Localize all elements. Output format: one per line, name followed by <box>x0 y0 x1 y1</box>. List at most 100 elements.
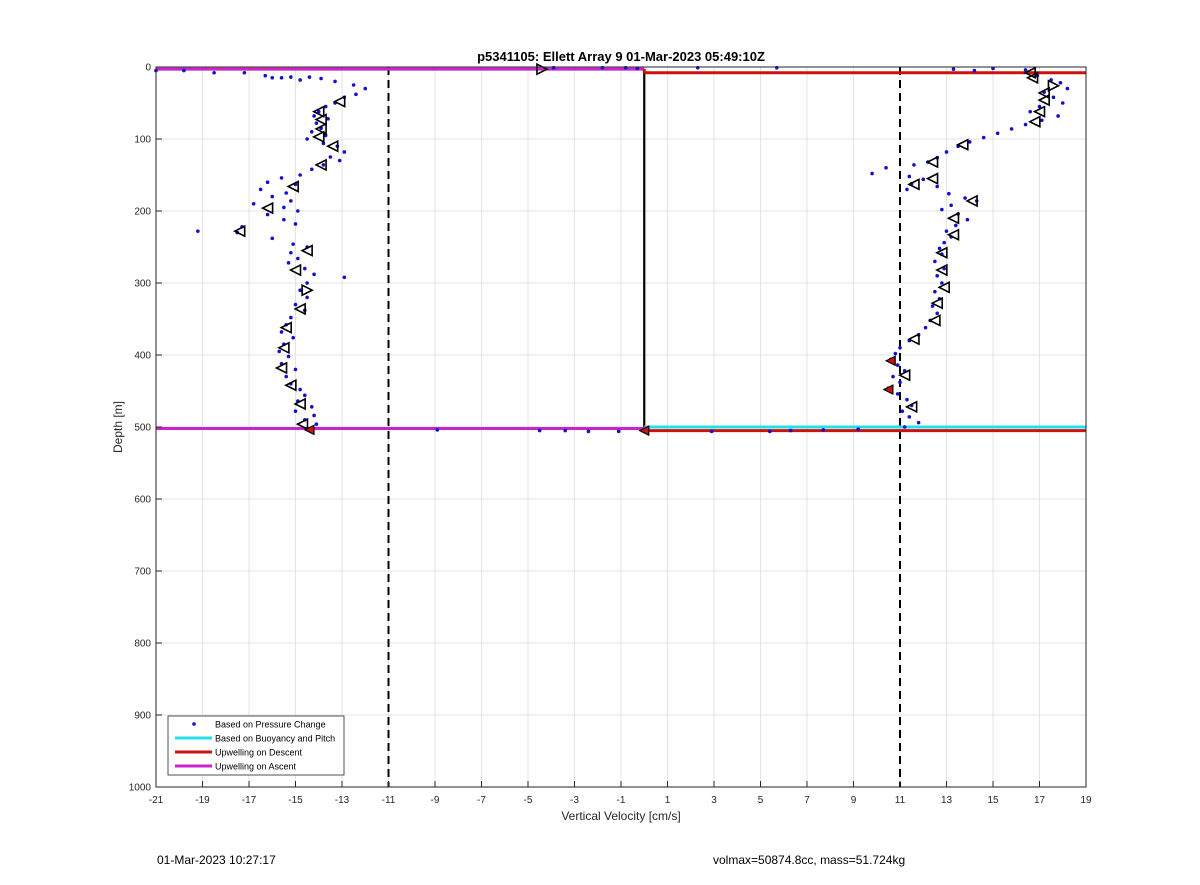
y-tick-label: 100 <box>134 135 151 146</box>
velocity-triangle-marker <box>965 194 978 208</box>
pressure-change-point <box>1060 101 1065 105</box>
pressure-change-point <box>303 393 307 398</box>
pressure-change-point <box>907 174 912 179</box>
pressure-change-point <box>289 250 293 255</box>
pressure-change-point <box>895 363 900 367</box>
pressure-change-point <box>907 415 912 419</box>
pressure-change-point <box>293 222 298 226</box>
pressure-change-point <box>965 217 970 222</box>
pressure-change-point <box>354 92 358 97</box>
pressure-change-point <box>940 281 944 285</box>
pressure-change-point <box>551 65 556 70</box>
velocity-triangle-marker <box>260 201 274 215</box>
pressure-change-point <box>342 150 347 154</box>
pressure-change-point <box>312 114 316 118</box>
pressure-change-point <box>623 65 628 70</box>
x-tick-label: 19 <box>1080 795 1092 806</box>
pressure-change-point <box>537 428 542 433</box>
velocity-triangle-marker <box>897 368 911 382</box>
y-tick-label: 600 <box>134 495 151 506</box>
pressure-change-point <box>930 304 935 308</box>
velocity-triangle-marker <box>279 321 293 334</box>
red-triangle-marker <box>884 355 896 367</box>
legend-label: Upwelling on Descent <box>215 748 303 758</box>
pressure-change-point <box>616 429 621 434</box>
pressure-change-point <box>298 173 302 177</box>
legend-marker <box>192 722 196 726</box>
pressure-change-point <box>900 409 905 413</box>
pressure-change-point <box>898 346 902 350</box>
pressure-change-point <box>312 272 316 277</box>
velocity-triangle-marker <box>284 378 297 392</box>
pressure-change-point <box>933 259 937 264</box>
chart-title: p5341105: Ellett Array 9 01-Mar-2023 05:… <box>477 49 765 64</box>
pressure-change-point <box>293 367 298 372</box>
pressure-change-point <box>303 266 307 271</box>
pressure-change-point <box>342 275 347 280</box>
y-tick-label: 1000 <box>129 783 152 794</box>
pressure-change-point <box>884 166 888 170</box>
pressure-change-point <box>270 194 275 199</box>
y-tick-label: 700 <box>134 567 151 578</box>
footer-timestamp: 01-Mar-2023 10:27:17 <box>157 853 276 867</box>
legend-label: Based on Pressure Change <box>215 720 326 730</box>
pressure-change-point <box>1037 104 1042 109</box>
red-triangle-marker <box>303 424 315 436</box>
pressure-change-point <box>891 374 895 379</box>
velocity-triangle-marker <box>311 130 325 144</box>
pressure-change-point <box>291 242 295 246</box>
velocity-triangle-marker <box>295 417 309 431</box>
pressure-change-point <box>326 117 330 121</box>
velocity-triangle-marker <box>311 105 325 118</box>
velocity-triangle-marker <box>1025 71 1039 85</box>
pressure-change-point <box>279 176 284 180</box>
reference-lines <box>387 67 901 787</box>
pressure-change-point <box>298 288 302 293</box>
pressure-change-point <box>305 281 309 285</box>
pressure-change-point <box>1065 86 1070 91</box>
pressure-change-point <box>635 66 640 71</box>
pressure-change-point <box>242 70 247 75</box>
velocity-triangle-marker <box>955 138 969 152</box>
pressure-change-point <box>314 422 319 426</box>
pressure-change-point <box>563 428 567 433</box>
pressure-change-point <box>942 240 946 245</box>
pressure-change-point <box>337 158 342 163</box>
pressure-change-point <box>286 354 291 359</box>
x-tick-label: -5 <box>524 795 533 806</box>
pressure-change-point <box>902 425 907 429</box>
pressure-change-point <box>695 65 700 70</box>
pressure-change-point <box>314 121 319 125</box>
x-tick-label: 13 <box>941 795 953 806</box>
velocity-triangle-marker <box>1047 79 1061 93</box>
pressure-change-point <box>279 330 284 334</box>
velocity-triangle-marker <box>274 361 288 375</box>
velocity-triangle-marker <box>907 332 920 346</box>
pressure-change-point <box>282 217 286 222</box>
pressure-change-point <box>1056 114 1060 118</box>
pressure-change-point <box>263 73 268 78</box>
pressure-change-point <box>298 78 302 82</box>
pressure-change-point <box>923 325 928 330</box>
pressure-change-point <box>774 65 779 70</box>
axis-ticks: -21 -19 -17 -15 -13 -11 -9 -7 -5 -3 -1 1 3 5 7 9 11 13 15 1… <box>129 63 1092 807</box>
pressure-change-point <box>296 209 300 213</box>
pressure-change-point <box>435 428 440 432</box>
pressure-change-point <box>212 70 216 75</box>
pressure-change-point <box>944 229 949 233</box>
velocity-triangle-marker <box>301 283 314 297</box>
series-lines <box>156 67 1086 433</box>
velocity-triangle-marker <box>907 178 920 191</box>
pressure-change-point <box>905 187 909 192</box>
pressure-change-point <box>821 428 826 432</box>
pressure-change-point <box>905 397 909 402</box>
x-tick-label: -11 <box>382 795 396 806</box>
x-tick-label: -19 <box>195 795 210 806</box>
pressure-change-point <box>895 392 900 396</box>
pressure-change-point <box>309 405 314 409</box>
pressure-change-point <box>293 302 298 307</box>
pressure-change-point <box>298 387 302 392</box>
x-tick-label: -7 <box>477 795 486 806</box>
velocity-triangle-marker <box>935 246 948 260</box>
velocity-triangle-marker <box>314 158 327 172</box>
